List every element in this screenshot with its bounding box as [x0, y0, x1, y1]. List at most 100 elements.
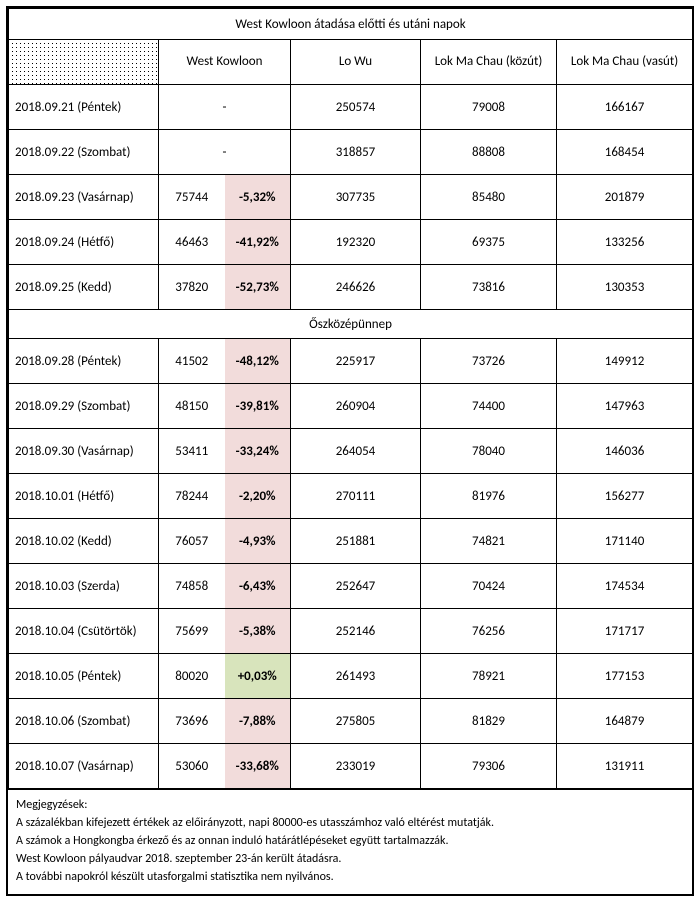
lmv-cell: 156277: [557, 474, 693, 519]
notes-heading: Megjegyzések:: [16, 796, 684, 814]
table-row: 2018.09.24 (Hétfő)46463-41,92%1923206937…: [9, 220, 693, 265]
table-row: 2018.09.21 (Péntek)-25057479008166167: [9, 85, 693, 130]
lw-cell: 251881: [291, 519, 421, 564]
note-line: A számok a Hongkongba érkező és az onnan…: [16, 832, 684, 850]
table-row: 2018.10.07 (Vasárnap)53060-33,68%2330197…: [9, 744, 693, 789]
lw-cell: 260904: [291, 384, 421, 429]
wk-percent: +0,03%: [225, 654, 291, 698]
date-cell: 2018.09.28 (Péntek): [9, 339, 159, 384]
lmr-cell: 76256: [421, 609, 557, 654]
wk-percent: -39,81%: [225, 384, 291, 428]
west-kowloon-cell: 76057-4,93%: [159, 519, 291, 564]
date-cell: 2018.09.30 (Vasárnap): [9, 429, 159, 474]
col-date-header: [9, 40, 159, 85]
wk-value: 73696: [159, 699, 225, 743]
west-kowloon-cell: 74858-6,43%: [159, 564, 291, 609]
lmr-cell: 74400: [421, 384, 557, 429]
note-line: A további napokról készült utasforgalmi …: [16, 868, 684, 886]
west-kowloon-cell: 46463-41,92%: [159, 220, 291, 265]
wk-dash: -: [223, 100, 227, 115]
table-row: 2018.09.23 (Vasárnap)75744-5,32%30773585…: [9, 175, 693, 220]
lmv-cell: 174534: [557, 564, 693, 609]
table-row: 2018.09.28 (Péntek)41502-48,12%225917737…: [9, 339, 693, 384]
lmr-cell: 74821: [421, 519, 557, 564]
wk-percent: -5,38%: [225, 609, 291, 653]
west-kowloon-cell: -: [159, 130, 291, 175]
wk-percent: -4,93%: [225, 519, 291, 563]
date-cell: 2018.10.07 (Vasárnap): [9, 744, 159, 789]
wk-percent: -6,43%: [225, 564, 291, 608]
wk-value: 53060: [159, 744, 225, 788]
lmv-cell: 164879: [557, 699, 693, 744]
west-kowloon-cell: 48150-39,81%: [159, 384, 291, 429]
west-kowloon-cell: 80020+0,03%: [159, 654, 291, 699]
col-west-kowloon: West Kowloon: [159, 40, 291, 85]
lmr-cell: 85480: [421, 175, 557, 220]
wk-value: 74858: [159, 564, 225, 608]
wk-value: 48150: [159, 384, 225, 428]
wk-value: 46463: [159, 220, 225, 264]
west-kowloon-cell: 41502-48,12%: [159, 339, 291, 384]
lw-cell: 252146: [291, 609, 421, 654]
table-row: 2018.10.02 (Kedd)76057-4,93%251881748211…: [9, 519, 693, 564]
west-kowloon-cell: 75699-5,38%: [159, 609, 291, 654]
lw-cell: 261493: [291, 654, 421, 699]
lmv-cell: 168454: [557, 130, 693, 175]
table-container: West Kowloon átadása előtti és utáni nap…: [6, 6, 694, 896]
wk-percent: -5,32%: [225, 175, 291, 219]
west-kowloon-cell: -: [159, 85, 291, 130]
west-kowloon-cell: 78244-2,20%: [159, 474, 291, 519]
lmv-cell: 130353: [557, 265, 693, 310]
table-row: 2018.09.30 (Vasárnap)53411-33,24%2640547…: [9, 429, 693, 474]
table-title: West Kowloon átadása előtti és utáni nap…: [9, 9, 693, 40]
west-kowloon-cell: 53411-33,24%: [159, 429, 291, 474]
wk-value: 41502: [159, 339, 225, 383]
date-cell: 2018.10.06 (Szombat): [9, 699, 159, 744]
table-row: 2018.10.03 (Szerda)74858-6,43%2526477042…: [9, 564, 693, 609]
lmv-cell: 177153: [557, 654, 693, 699]
col-lok-ma-chau-rail: Lok Ma Chau (vasút): [557, 40, 693, 85]
lw-cell: 275805: [291, 699, 421, 744]
col-lok-ma-chau-road: Lok Ma Chau (közút): [421, 40, 557, 85]
lw-cell: 250574: [291, 85, 421, 130]
lmv-cell: 147963: [557, 384, 693, 429]
lmv-cell: 146036: [557, 429, 693, 474]
wk-percent: -52,73%: [225, 265, 291, 309]
wk-value: 80020: [159, 654, 225, 698]
wk-value: 78244: [159, 474, 225, 518]
wk-percent: -33,24%: [225, 429, 291, 473]
lmv-cell: 131911: [557, 744, 693, 789]
lmv-cell: 201879: [557, 175, 693, 220]
lw-cell: 192320: [291, 220, 421, 265]
lmr-cell: 81829: [421, 699, 557, 744]
col-lo-wu: Lo Wu: [291, 40, 421, 85]
wk-percent: -41,92%: [225, 220, 291, 264]
lw-cell: 252647: [291, 564, 421, 609]
wk-percent: -33,68%: [225, 744, 291, 788]
date-cell: 2018.09.25 (Kedd): [9, 265, 159, 310]
date-cell: 2018.09.22 (Szombat): [9, 130, 159, 175]
note-line: West Kowloon pályaudvar 2018. szeptember…: [16, 850, 684, 868]
lw-cell: 246626: [291, 265, 421, 310]
lw-cell: 264054: [291, 429, 421, 474]
wk-value: 75699: [159, 609, 225, 653]
lw-cell: 318857: [291, 130, 421, 175]
date-cell: 2018.10.02 (Kedd): [9, 519, 159, 564]
lmr-cell: 70424: [421, 564, 557, 609]
lmv-cell: 171717: [557, 609, 693, 654]
lw-cell: 270111: [291, 474, 421, 519]
wk-percent: -48,12%: [225, 339, 291, 383]
wk-value: 76057: [159, 519, 225, 563]
lmr-cell: 88808: [421, 130, 557, 175]
lmv-cell: 133256: [557, 220, 693, 265]
table-row: 2018.10.04 (Csütörtök)75699-5,38%2521467…: [9, 609, 693, 654]
lmv-cell: 166167: [557, 85, 693, 130]
lmr-cell: 79008: [421, 85, 557, 130]
table-row: 2018.10.06 (Szombat)73696-7,88%275805818…: [9, 699, 693, 744]
lmr-cell: 78040: [421, 429, 557, 474]
lw-cell: 307735: [291, 175, 421, 220]
date-cell: 2018.09.23 (Vasárnap): [9, 175, 159, 220]
wk-percent: -7,88%: [225, 699, 291, 743]
west-kowloon-cell: 73696-7,88%: [159, 699, 291, 744]
wk-value: 53411: [159, 429, 225, 473]
